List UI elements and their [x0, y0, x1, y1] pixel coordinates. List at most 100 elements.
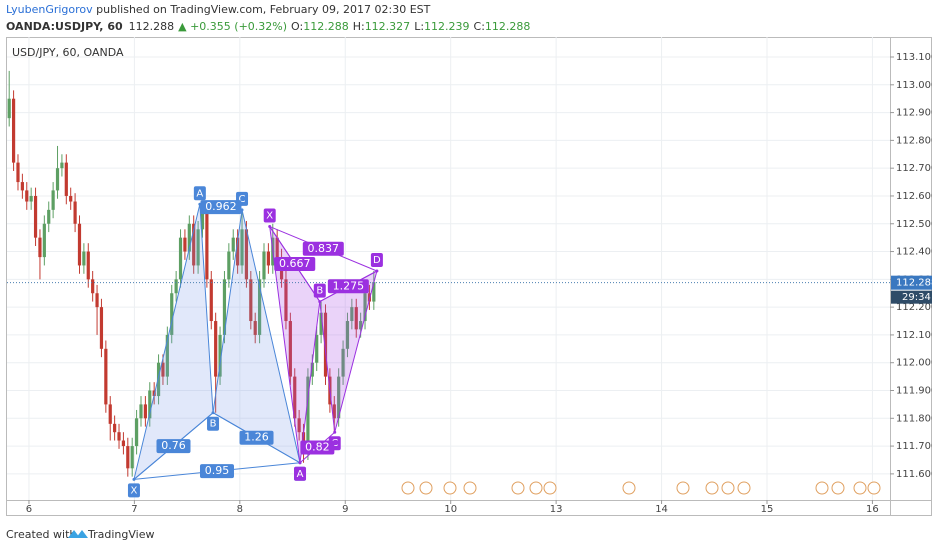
c-label: C:	[474, 20, 485, 33]
point-label-box	[263, 208, 276, 223]
candle-body	[345, 321, 350, 349]
candle-body	[91, 279, 95, 294]
y-tick-label: 112.800	[896, 135, 932, 146]
candle-body	[108, 404, 112, 424]
candle-body	[354, 307, 358, 330]
y-tick-label: 112.400	[896, 247, 932, 258]
candle-body	[359, 321, 363, 330]
candle-body	[183, 237, 187, 252]
candle-body	[69, 195, 73, 202]
ratio-label-box	[156, 439, 191, 454]
candle-body	[178, 237, 183, 280]
candle-body	[262, 251, 266, 280]
candle-body	[236, 237, 240, 266]
point-label: X	[266, 211, 273, 222]
ratio-label-box	[239, 430, 274, 445]
pattern-point	[298, 461, 302, 465]
y-tick-label: 111.600	[896, 469, 932, 480]
candle-body	[231, 237, 235, 252]
point-label: C	[239, 194, 246, 205]
candle-body	[25, 190, 29, 202]
candle-body	[205, 209, 209, 280]
point-label-box	[207, 416, 220, 431]
candle-body	[51, 190, 55, 210]
candle-body	[126, 446, 130, 469]
footer-brand[interactable]: TradingView	[87, 528, 154, 541]
candle-body	[29, 195, 33, 202]
point-label-box	[370, 253, 383, 268]
ratio-label: 1.275	[333, 279, 365, 292]
candle-body	[288, 321, 292, 377]
x-tick-label: 9	[342, 504, 348, 515]
candle-body	[214, 321, 218, 377]
countdown-label: 29:34	[902, 292, 931, 303]
x-tick-label: 14	[655, 504, 668, 515]
ratio-label-box	[199, 464, 234, 479]
candle-body	[86, 251, 90, 280]
h-label: H:	[353, 20, 365, 33]
candle-body	[209, 279, 213, 322]
candle-body	[64, 162, 68, 196]
ratio-label: 0.95	[205, 464, 230, 477]
candle-body	[161, 362, 165, 377]
y-tick-label: 111.900	[896, 386, 932, 397]
x-tick-label: 13	[550, 504, 563, 515]
last-price-label: 112.288	[896, 278, 932, 289]
candle-body	[143, 404, 147, 419]
header-line: LyubenGrigorov published on TradingView.…	[6, 3, 431, 16]
ratio-label-box	[274, 257, 316, 272]
candle-body	[319, 312, 323, 335]
candle-body	[363, 293, 367, 322]
y-tick-label: 112.500	[896, 219, 932, 230]
point-label: B	[210, 419, 217, 430]
candle-body	[240, 229, 244, 266]
candle-body	[244, 229, 249, 280]
candle-body	[16, 162, 20, 183]
l-label: L:	[414, 20, 424, 33]
candle-body	[130, 446, 134, 469]
point-label: A	[297, 469, 304, 480]
author[interactable]: LyubenGrigorov	[6, 3, 93, 16]
candle-body	[218, 334, 222, 377]
candle-body	[139, 404, 143, 419]
point-label: B	[316, 286, 323, 297]
y-tick-label: 112.600	[896, 191, 932, 202]
x-tick-label: 15	[761, 504, 774, 515]
footer-created: Created with	[6, 528, 76, 541]
point-label: D	[373, 255, 381, 266]
candle-body	[257, 279, 262, 335]
point-label-box	[294, 466, 307, 481]
candle-body	[156, 362, 161, 397]
candle-body	[297, 418, 301, 433]
ratio-label: 1.26	[244, 431, 269, 444]
last-price-box	[891, 275, 932, 290]
o-value: 112.288	[303, 20, 349, 33]
pattern-point	[318, 300, 322, 304]
candle-body	[148, 390, 152, 419]
x-tick-label: 6	[26, 504, 32, 515]
candle-body	[165, 334, 169, 377]
pattern-point	[333, 430, 337, 434]
candle-body	[249, 279, 253, 322]
candle-body	[134, 418, 139, 447]
x-tick-label: 16	[866, 504, 879, 515]
event-icons	[401, 481, 881, 495]
x-tick-label: 8	[237, 504, 243, 515]
quote-line: OANDA:USDJPY, 60 112.288 ▲ +0.355 (+0.32%)…	[6, 20, 530, 33]
candle-body	[38, 237, 42, 258]
candle-body	[315, 334, 319, 363]
point-label: C	[331, 438, 338, 449]
candle-body	[77, 223, 82, 266]
ratio-label: 0.82	[305, 440, 330, 453]
logo	[68, 530, 88, 538]
point-label-box	[313, 283, 326, 298]
candle-body	[310, 362, 314, 377]
candle-body	[121, 440, 126, 447]
change: ▲ +0.355 (+0.32%)	[178, 20, 287, 33]
pattern-point	[132, 477, 136, 481]
candle-body	[95, 293, 99, 308]
x-tick-label: 10	[444, 504, 457, 515]
pattern-point	[268, 225, 272, 229]
y-tick-label: 112.700	[896, 163, 932, 174]
candle-body	[284, 279, 288, 322]
